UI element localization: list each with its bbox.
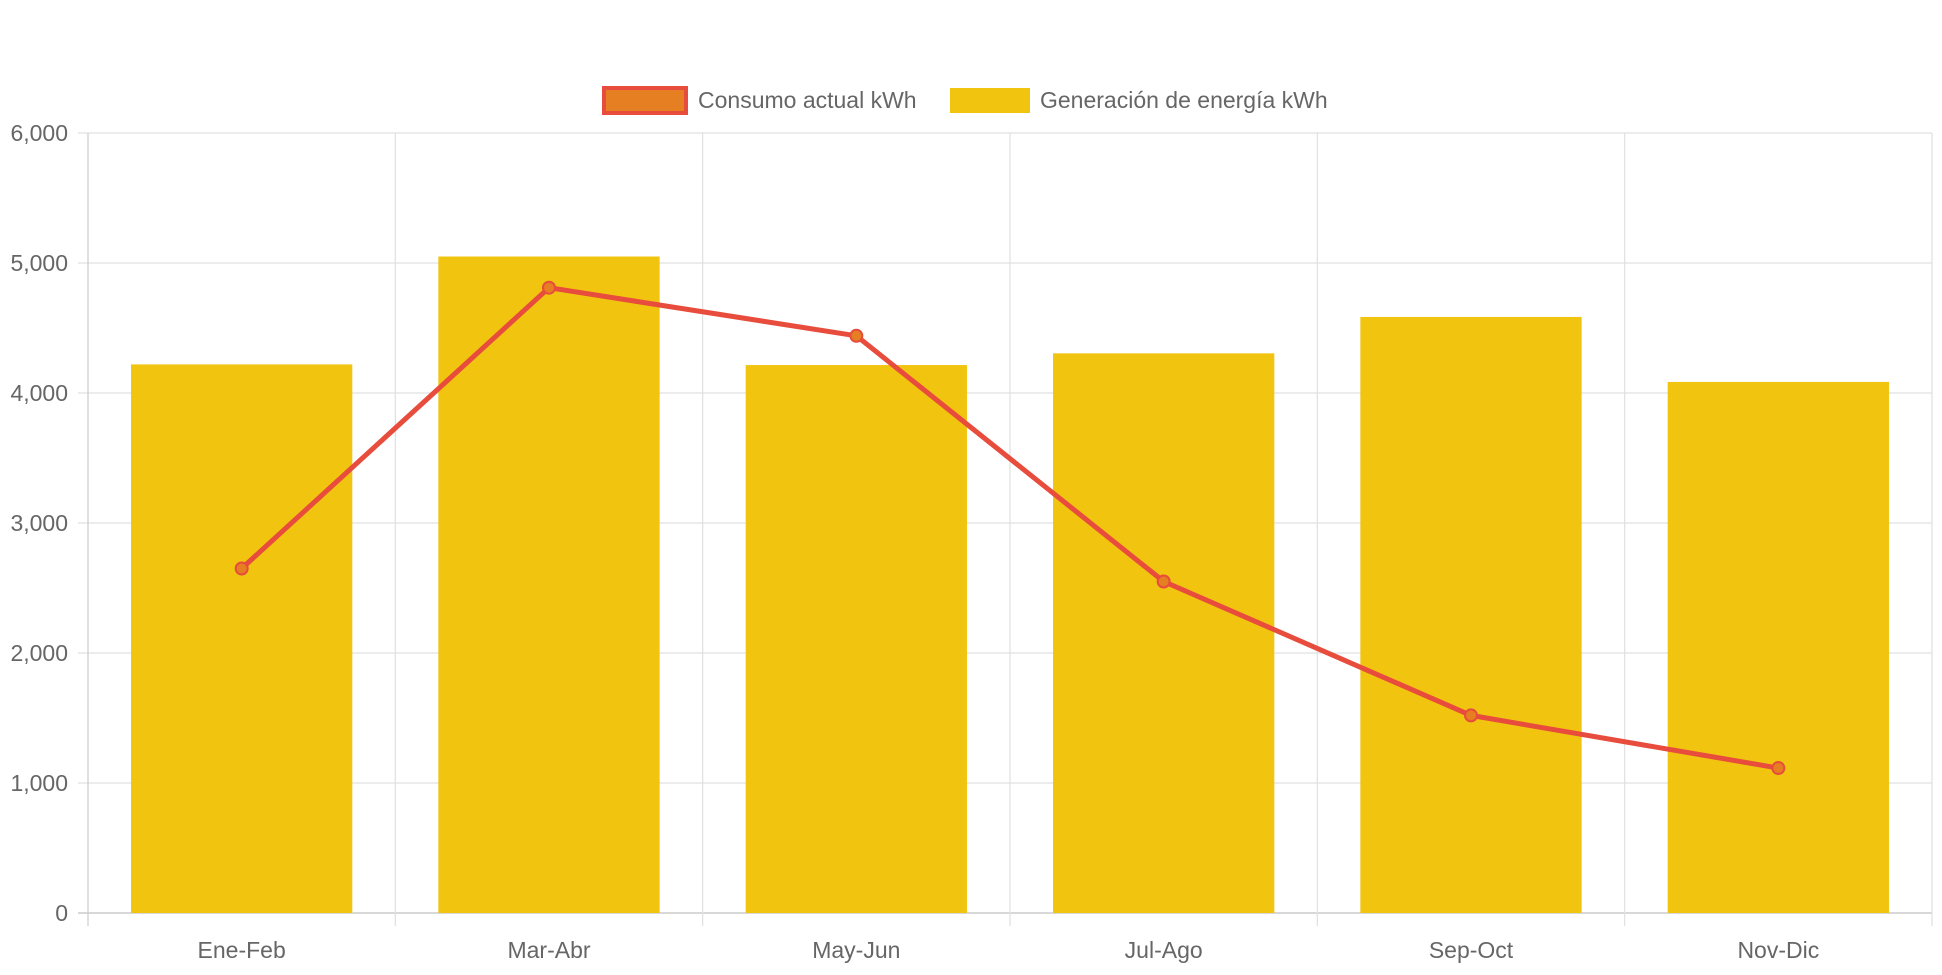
x-tick-label: Jul-Ago <box>1125 937 1203 963</box>
bar-generacion-nov-dic[interactable] <box>1667 381 1889 913</box>
bar-generacion-ene-feb[interactable] <box>131 364 353 913</box>
line-series <box>234 280 1786 776</box>
legend-swatch-consumo[interactable] <box>602 86 688 115</box>
y-tick-label: 1,000 <box>10 770 68 796</box>
bar-generacion-may-jun[interactable] <box>745 365 967 913</box>
y-tick-label: 4,000 <box>10 380 68 406</box>
y-tick-label: 0 <box>55 900 68 926</box>
y-tick-label: 5,000 <box>10 250 68 276</box>
point-consumo-mar-abr[interactable] <box>542 280 556 295</box>
bar-generacion-sep-oct[interactable] <box>1360 316 1582 913</box>
point-consumo-ene-feb[interactable] <box>234 561 249 576</box>
legend: Consumo actual kWh Generación de energía… <box>602 86 1328 115</box>
point-consumo-may-jun[interactable] <box>849 328 864 343</box>
legend-label-consumo[interactable]: Consumo actual kWh <box>698 87 917 113</box>
y-axis-ticks: 0 1,000 2,000 3,000 4,000 5,000 6,000 <box>10 120 68 926</box>
y-tick-label: 6,000 <box>10 120 68 146</box>
point-consumo-jul-ago[interactable] <box>1156 574 1171 589</box>
line-consumo <box>239 285 1779 771</box>
legend-swatch-generacion[interactable] <box>950 88 1030 113</box>
point-consumo-nov-dic[interactable] <box>1771 761 1786 776</box>
x-tick-label: May-Jun <box>812 937 900 963</box>
bar-series <box>131 256 1889 914</box>
x-tick-label: Nov-Dic <box>1737 937 1819 963</box>
x-tick-label: Mar-Abr <box>507 937 590 963</box>
point-consumo-sep-oct[interactable] <box>1464 708 1478 723</box>
legend-label-generacion[interactable]: Generación de energía kWh <box>1040 87 1328 113</box>
x-tick-label: Sep-Oct <box>1429 937 1514 963</box>
bar-generacion-jul-ago[interactable] <box>1053 353 1275 914</box>
bar-generacion-mar-abr[interactable] <box>438 256 660 914</box>
grid-lines <box>78 132 1933 926</box>
x-tick-label: Ene-Feb <box>198 937 286 963</box>
x-axis-ticks: Ene-Feb Mar-Abr May-Jun Jul-Ago Sep-Oct Nov-D… <box>198 937 1820 963</box>
y-tick-label: 3,000 <box>10 510 68 536</box>
y-tick-label: 2,000 <box>10 640 68 666</box>
